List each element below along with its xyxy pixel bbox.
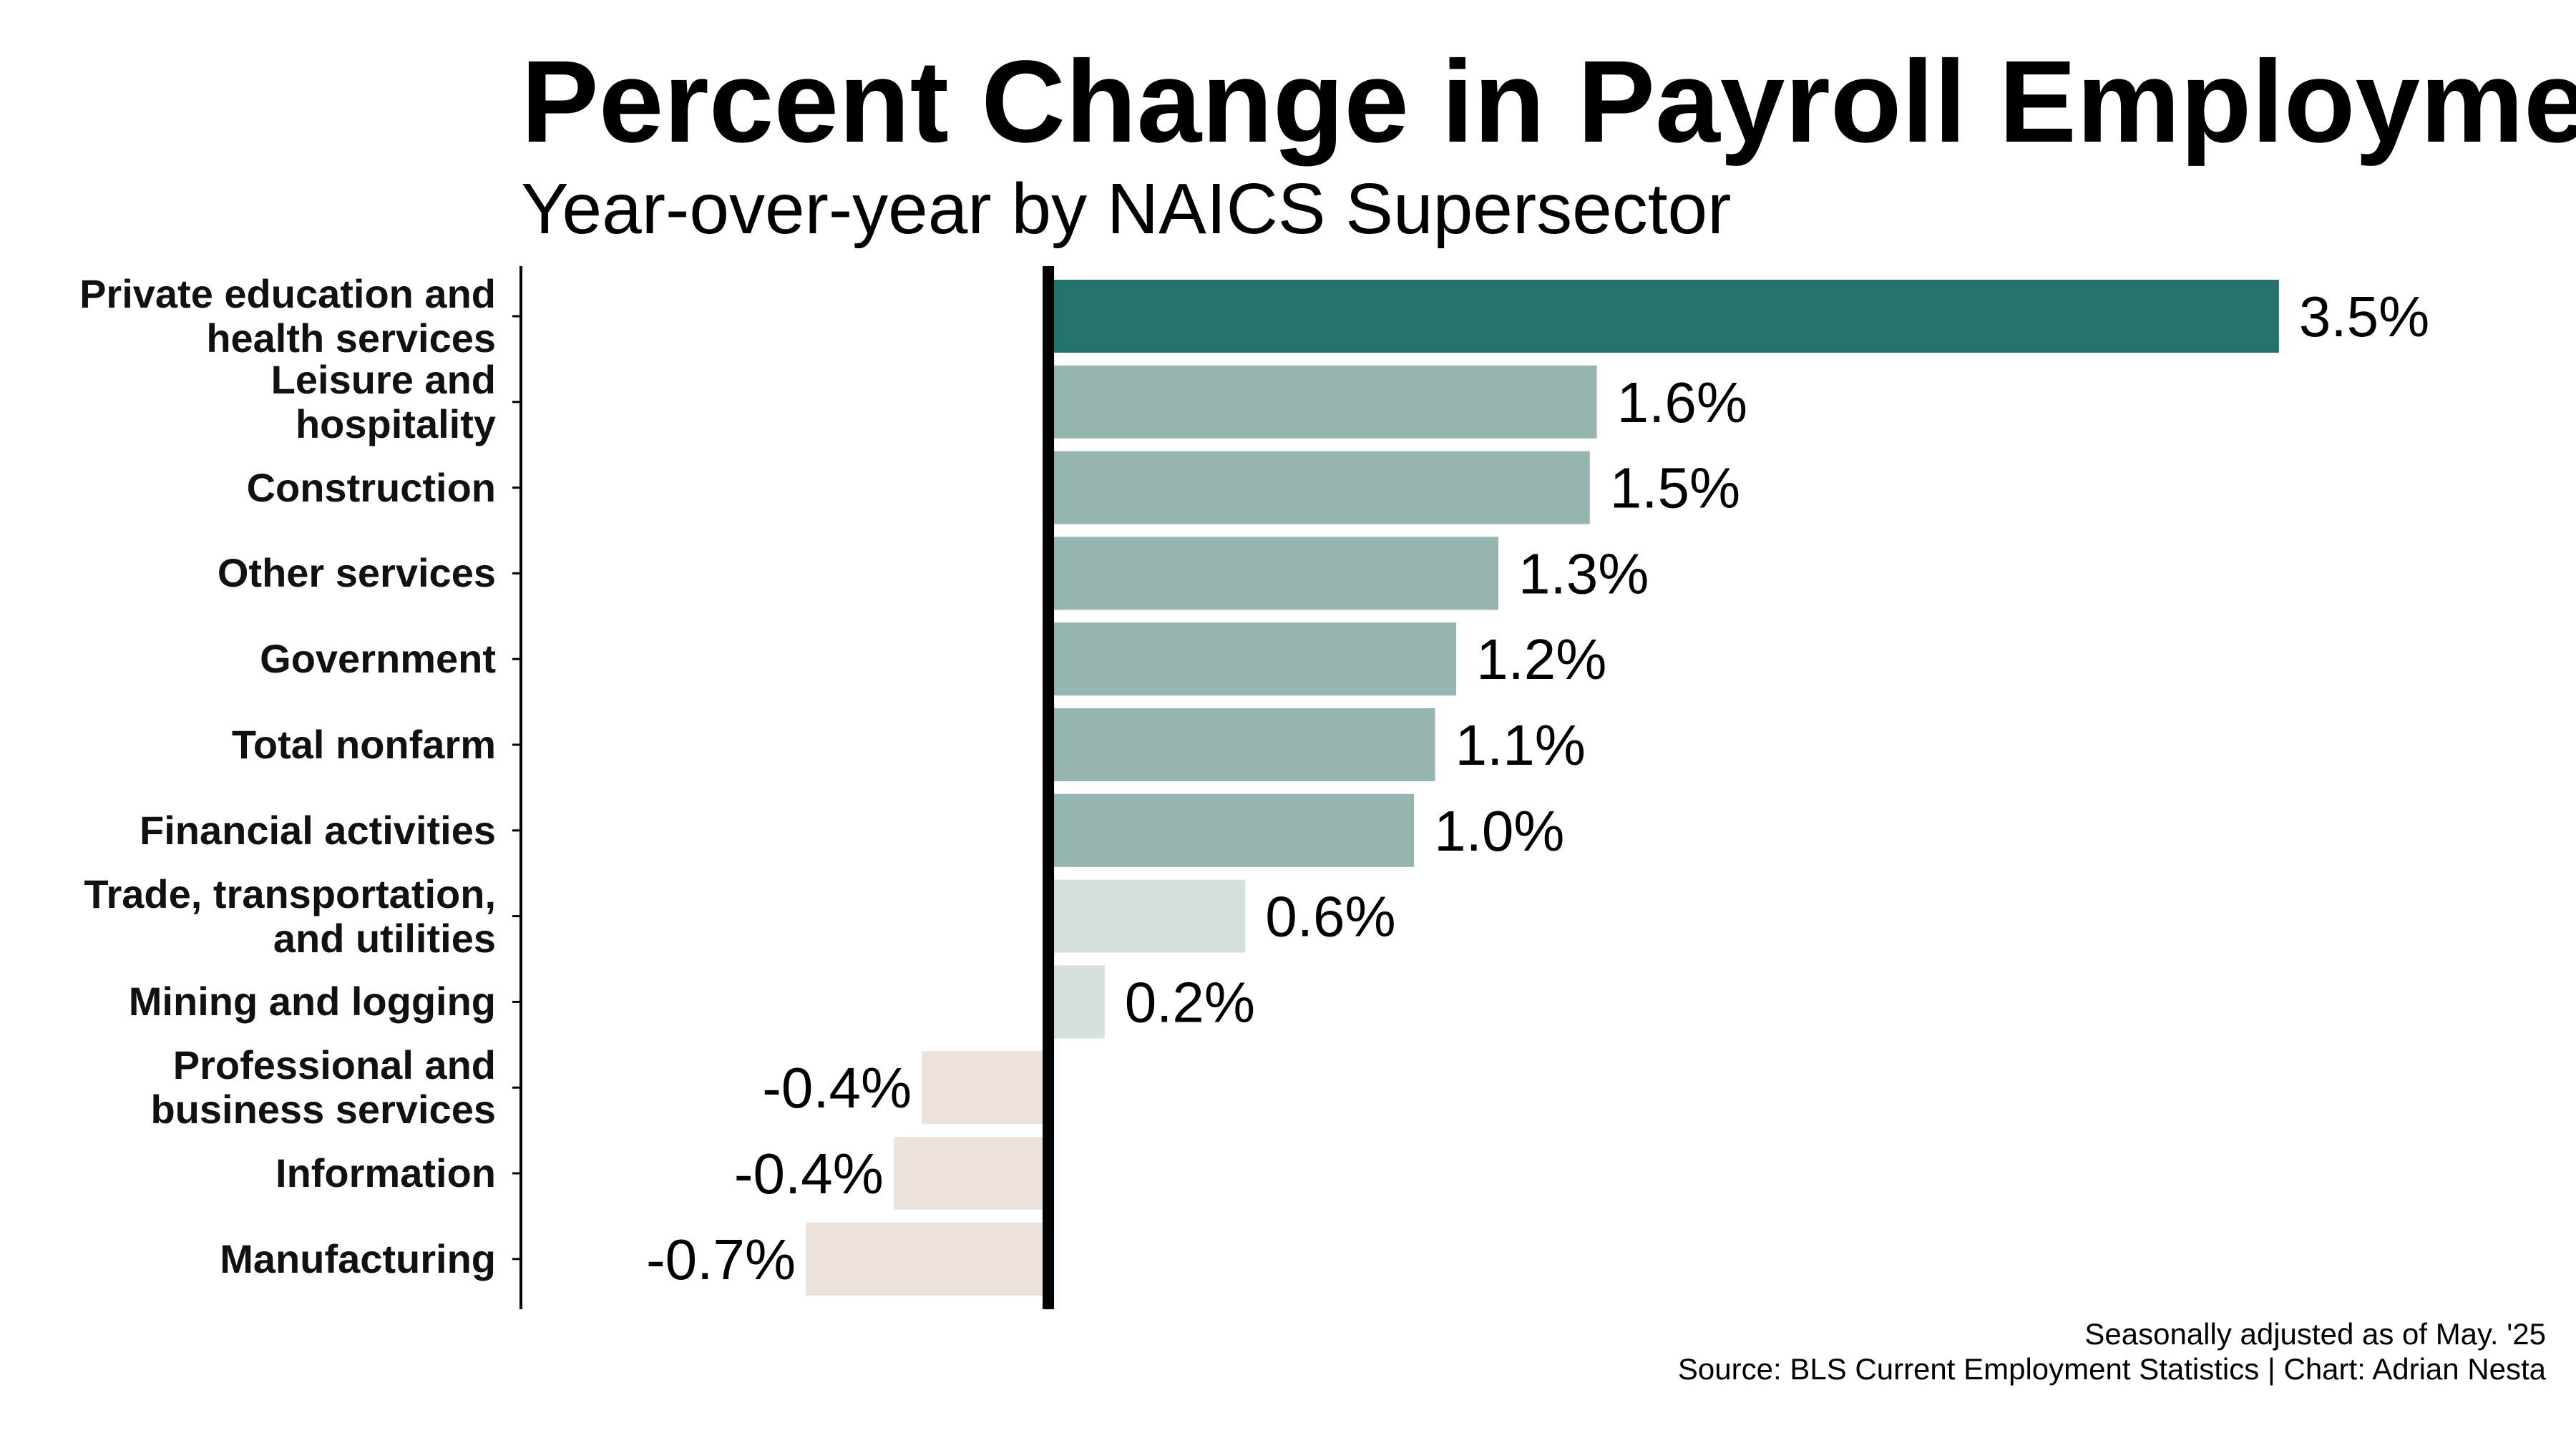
y-tick-label: Professional and business services — [150, 1042, 496, 1133]
y-tick-label: Information — [275, 1150, 496, 1195]
y-tick-label: Other services — [217, 550, 496, 596]
value-label: -0.7% — [646, 1228, 796, 1291]
value-label: 1.3% — [1518, 542, 1649, 605]
bar — [1048, 280, 2279, 353]
bar — [1048, 537, 1499, 610]
y-tick-label: Mining and logging — [128, 979, 496, 1024]
value-label: 1.2% — [1476, 627, 1606, 691]
y-tick-label: Total nonfarm — [231, 722, 496, 767]
note: Source: BLS Current Employment Statistic… — [1678, 1352, 2547, 1386]
y-tick-label: Leisure and hospitality — [270, 356, 496, 446]
y-tick-label: Trade, transportation, and utilities — [84, 871, 496, 961]
value-label: 1.0% — [1434, 799, 1564, 863]
bar — [1048, 365, 1597, 439]
y-tick-label: Manufacturing — [220, 1236, 496, 1281]
y-tick-label: Government — [260, 636, 496, 682]
value-label: 0.6% — [1265, 885, 1395, 949]
value-label: 3.5% — [2299, 285, 2429, 348]
bar — [1048, 708, 1435, 781]
y-tick-label: Private education and health services — [79, 271, 496, 361]
chart-title: Percent Change in Payroll Employment — [521, 36, 2576, 167]
bar — [1048, 965, 1105, 1039]
y-tick-label: Financial activities — [140, 807, 496, 853]
y-tick-label: Construction — [246, 464, 496, 510]
bar — [922, 1051, 1049, 1125]
value-label: 0.2% — [1125, 970, 1255, 1034]
value-label: -0.4% — [762, 1056, 912, 1120]
bar — [1048, 622, 1457, 696]
note: Seasonally adjusted as of May. '25 — [2084, 1317, 2546, 1351]
chart-subtitle: Year-over-year by NAICS Supersector — [521, 169, 1731, 249]
bar — [893, 1137, 1049, 1210]
value-label: 1.1% — [1455, 713, 1586, 777]
value-label: -0.4% — [734, 1142, 884, 1205]
value-label: 1.6% — [1617, 371, 1747, 434]
bar — [1048, 879, 1246, 953]
bar — [1048, 793, 1415, 867]
bar — [806, 1222, 1049, 1296]
value-label: 1.5% — [1610, 456, 1740, 520]
bar — [1048, 451, 1590, 524]
